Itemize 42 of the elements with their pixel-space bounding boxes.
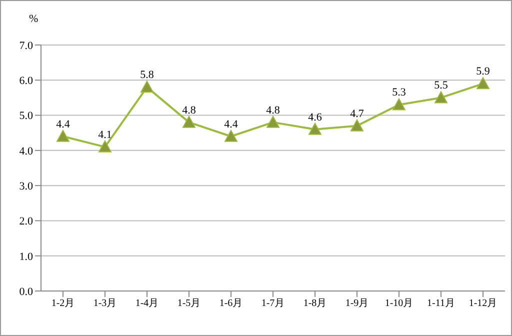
x-tick-label: 1-11月	[427, 298, 455, 310]
x-tick-label: 1-5月	[177, 298, 201, 310]
data-label: 4.6	[308, 111, 322, 124]
x-tick-label: 1-10月	[384, 298, 414, 310]
data-label: 5.8	[140, 69, 154, 82]
y-tick-label: 0.0	[19, 286, 34, 298]
point	[434, 91, 448, 104]
point	[140, 80, 154, 93]
data-label: 5.5	[434, 80, 448, 92]
point	[350, 119, 364, 132]
x-tick-label: 1-4月	[135, 298, 159, 310]
point	[182, 116, 196, 128]
x-tick-label: 1-3月	[93, 298, 117, 310]
y-axis-title: %	[29, 13, 38, 25]
y-tick-label: 7.0	[19, 40, 34, 52]
data-label: 5.3	[392, 86, 406, 99]
y-tick-label: 5.0	[19, 110, 34, 122]
data-label: 5.9	[476, 66, 490, 78]
data-label: 4.8	[266, 104, 280, 116]
x-tick-label: 1-7月	[261, 298, 285, 310]
data-label: 4.4	[224, 118, 238, 130]
y-tick-label: 6.0	[19, 75, 34, 88]
x-tick-label: 1-12月	[468, 298, 498, 310]
x-tick-label: 1-2月	[51, 298, 75, 310]
x-tick-label: 1-8月	[303, 298, 327, 310]
point	[224, 130, 238, 142]
point	[56, 130, 70, 142]
data-label: 4.4	[56, 118, 70, 130]
data-label: 4.7	[350, 108, 364, 120]
point	[98, 140, 112, 152]
data-label: 4.1	[98, 128, 112, 141]
point	[266, 116, 280, 128]
y-tick-label: 3.0	[19, 180, 34, 192]
data-label: 4.8	[182, 104, 196, 116]
point	[476, 77, 490, 90]
x-tick-label: 1-6月	[219, 298, 243, 310]
point	[392, 98, 406, 110]
x-tick-label: 1-9月	[345, 298, 369, 310]
y-tick-label: 1.0	[19, 250, 34, 263]
point	[308, 122, 322, 135]
y-tick-label: 2.0	[19, 216, 34, 228]
y-tick-label: 4.0	[19, 145, 34, 158]
